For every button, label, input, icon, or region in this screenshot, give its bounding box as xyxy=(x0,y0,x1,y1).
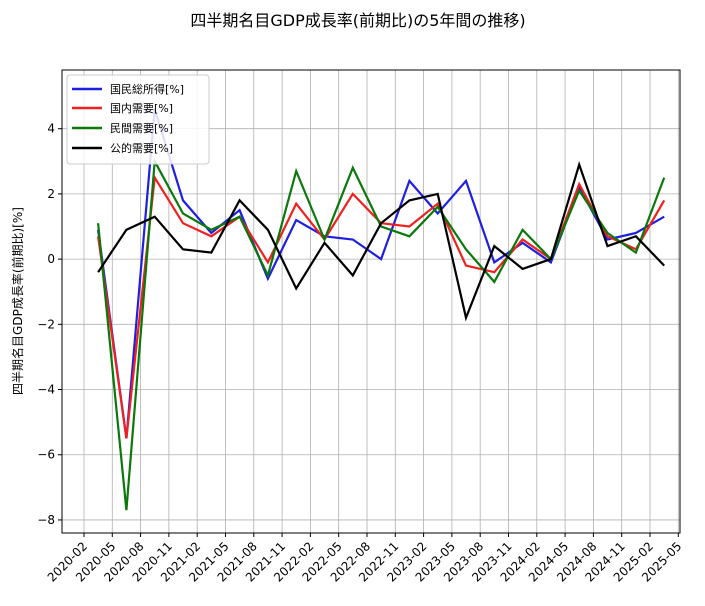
y-axis-label: 四半期名目GDP成長率(前期比)[%] xyxy=(10,207,25,395)
series-lines xyxy=(97,108,666,511)
y-axis-ticks: −8 −6 −4 −2 0 2 4 xyxy=(37,122,62,527)
y-tick-label: 2 xyxy=(47,187,55,201)
chart-title: 四半期名目GDP成長率(前期比)の5年間の推移) xyxy=(190,11,525,30)
legend-box xyxy=(66,74,210,165)
y-tick-label: 0 xyxy=(47,252,55,266)
legend-label-domestic-demand: 国内需要[%] xyxy=(110,101,173,115)
y-tick-label: −2 xyxy=(37,317,55,331)
series-line-private-demand xyxy=(97,157,666,511)
y-tick-label: −8 xyxy=(37,513,55,527)
series-line-public-demand xyxy=(97,161,665,322)
y-tick-label: 4 xyxy=(47,122,55,136)
plot-border xyxy=(61,69,681,534)
legend: 国民総所得[%] 国内需要[%] 民間需要[%] 公的需要[%] xyxy=(66,74,210,165)
legend-label-gni: 国民総所得[%] xyxy=(110,82,184,96)
legend-label-public-demand: 公的需要[%] xyxy=(110,141,173,155)
y-tick-label: −4 xyxy=(37,383,55,397)
y-tick-label: −6 xyxy=(37,448,55,462)
x-axis-ticks: 2020-022020-052020-082020-112021-022021-… xyxy=(45,533,684,585)
legend-label-private-demand: 民間需要[%] xyxy=(110,122,173,135)
